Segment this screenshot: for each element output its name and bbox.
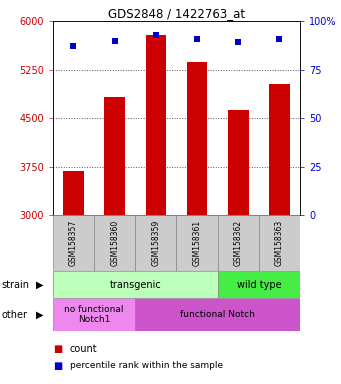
Text: transgenic: transgenic	[109, 280, 161, 290]
Text: percentile rank within the sample: percentile rank within the sample	[70, 361, 223, 370]
Bar	[53, 298, 135, 331]
Text: ■: ■	[53, 344, 62, 354]
Text: ▶: ▶	[36, 310, 43, 320]
Bar	[218, 271, 300, 298]
Bar	[187, 63, 207, 215]
Bar	[94, 215, 135, 271]
Bar	[269, 84, 290, 215]
Bar	[228, 110, 249, 215]
Text: strain: strain	[2, 280, 30, 290]
Text: ■: ■	[53, 361, 62, 371]
Title: GDS2848 / 1422763_at: GDS2848 / 1422763_at	[108, 7, 245, 20]
Bar	[146, 35, 166, 215]
Bar	[218, 215, 259, 271]
Text: ▶: ▶	[36, 280, 43, 290]
Text: GSM158361: GSM158361	[193, 220, 202, 266]
Bar	[135, 215, 177, 271]
Bar	[135, 298, 300, 331]
Text: GSM158363: GSM158363	[275, 220, 284, 266]
Text: GSM158360: GSM158360	[110, 220, 119, 266]
Text: functional Notch: functional Notch	[180, 310, 255, 319]
Text: count: count	[70, 344, 98, 354]
Bar	[177, 215, 218, 271]
Bar	[53, 215, 94, 271]
Bar	[53, 271, 218, 298]
Bar	[63, 171, 84, 215]
Text: other: other	[2, 310, 28, 320]
Text: GSM158357: GSM158357	[69, 220, 78, 266]
Text: GSM158362: GSM158362	[234, 220, 243, 266]
Bar	[104, 98, 125, 215]
Text: no functional
Notch1: no functional Notch1	[64, 305, 124, 324]
Bar	[259, 215, 300, 271]
Text: wild type: wild type	[237, 280, 281, 290]
Text: GSM158359: GSM158359	[151, 220, 160, 266]
